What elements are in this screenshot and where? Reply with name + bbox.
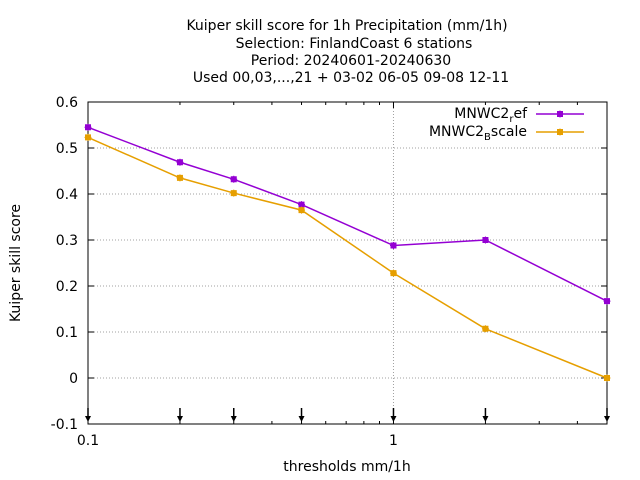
legend: MNWC2ref MNWC2Bscale — [429, 106, 584, 143]
y-tick-label: 0.1 — [56, 325, 78, 341]
series-1-point-cross — [603, 297, 611, 305]
title-line-4: Used 00,03,...,21 + 03-02 06-05 09-08 12… — [193, 70, 509, 86]
legend-label-2-main: MNWC2 — [429, 124, 484, 140]
threshold-marker-head — [85, 416, 91, 422]
plot-frame — [87, 101, 608, 425]
x-tick-label: 1 — [389, 433, 398, 449]
data-series — [84, 123, 611, 382]
threshold-marker-head — [604, 416, 610, 422]
threshold-marker-head — [176, 416, 183, 422]
legend-label-1-sub: r — [509, 114, 514, 125]
y-tick-label: 0 — [69, 371, 78, 387]
series-1-point-cross — [84, 123, 92, 131]
title-line-2: Selection: FinlandCoast 6 stations — [236, 36, 473, 52]
threshold-marker-head — [482, 416, 489, 422]
y-axis-label: Kuiper skill score — [8, 204, 24, 322]
title-line-3: Period: 20240601-20240630 — [251, 53, 451, 69]
series-2-point-cross — [481, 325, 489, 333]
legend-label-2-sub: B — [484, 132, 491, 143]
y-tick-label: 0.6 — [56, 95, 78, 111]
y-tick-label: 0.3 — [56, 233, 78, 249]
series-2-point-cross — [84, 133, 92, 141]
threshold-marker-head — [230, 416, 237, 422]
chart-title: Kuiper skill score for 1h Precipitation … — [186, 18, 509, 86]
title-line-1: Kuiper skill score for 1h Precipitation … — [186, 18, 507, 34]
series-1-point-cross — [481, 236, 489, 244]
axis-ticks — [87, 101, 608, 425]
threshold-marker-head — [390, 416, 397, 422]
series-line-1 — [87, 126, 608, 302]
legend-label-2-tail: scale — [491, 124, 527, 140]
threshold-marker-head — [298, 416, 305, 422]
series-2-point-cross — [298, 206, 306, 214]
series-line-2 — [87, 136, 608, 379]
legend-label-1-tail: ef — [513, 106, 528, 122]
series-1-point-cross — [389, 242, 397, 250]
x-tick-label: 0.1 — [77, 433, 99, 449]
y-tick-label: 0.5 — [56, 141, 78, 157]
x-axis-label: thresholds mm/1h — [283, 459, 410, 475]
series-2-point-cross — [176, 174, 184, 182]
y-tick-label: -0.1 — [51, 417, 78, 433]
x-tick-labels: 0.1 1 — [77, 433, 398, 449]
series-1-point-cross — [230, 175, 238, 183]
legend-swatch-marker-1 — [556, 110, 564, 118]
series-2-point-cross — [230, 189, 238, 197]
y-tick-labels: -0.1 0 0.1 0.2 0.3 0.4 0.5 0.6 — [51, 95, 78, 433]
legend-label-1-main: MNWC2 — [454, 106, 509, 122]
legend-label-2: MNWC2Bscale — [429, 124, 527, 143]
series-2-point-cross — [389, 269, 397, 277]
legend-swatch-marker-2 — [556, 128, 564, 136]
legend-label-1: MNWC2ref — [454, 106, 528, 125]
series-2-point-cross — [603, 374, 611, 382]
series-1-point-cross — [176, 158, 184, 166]
grid-lines — [88, 102, 607, 424]
threshold-markers — [85, 408, 610, 422]
y-tick-label: 0.4 — [56, 187, 78, 203]
y-tick-label: 0.2 — [56, 279, 78, 295]
